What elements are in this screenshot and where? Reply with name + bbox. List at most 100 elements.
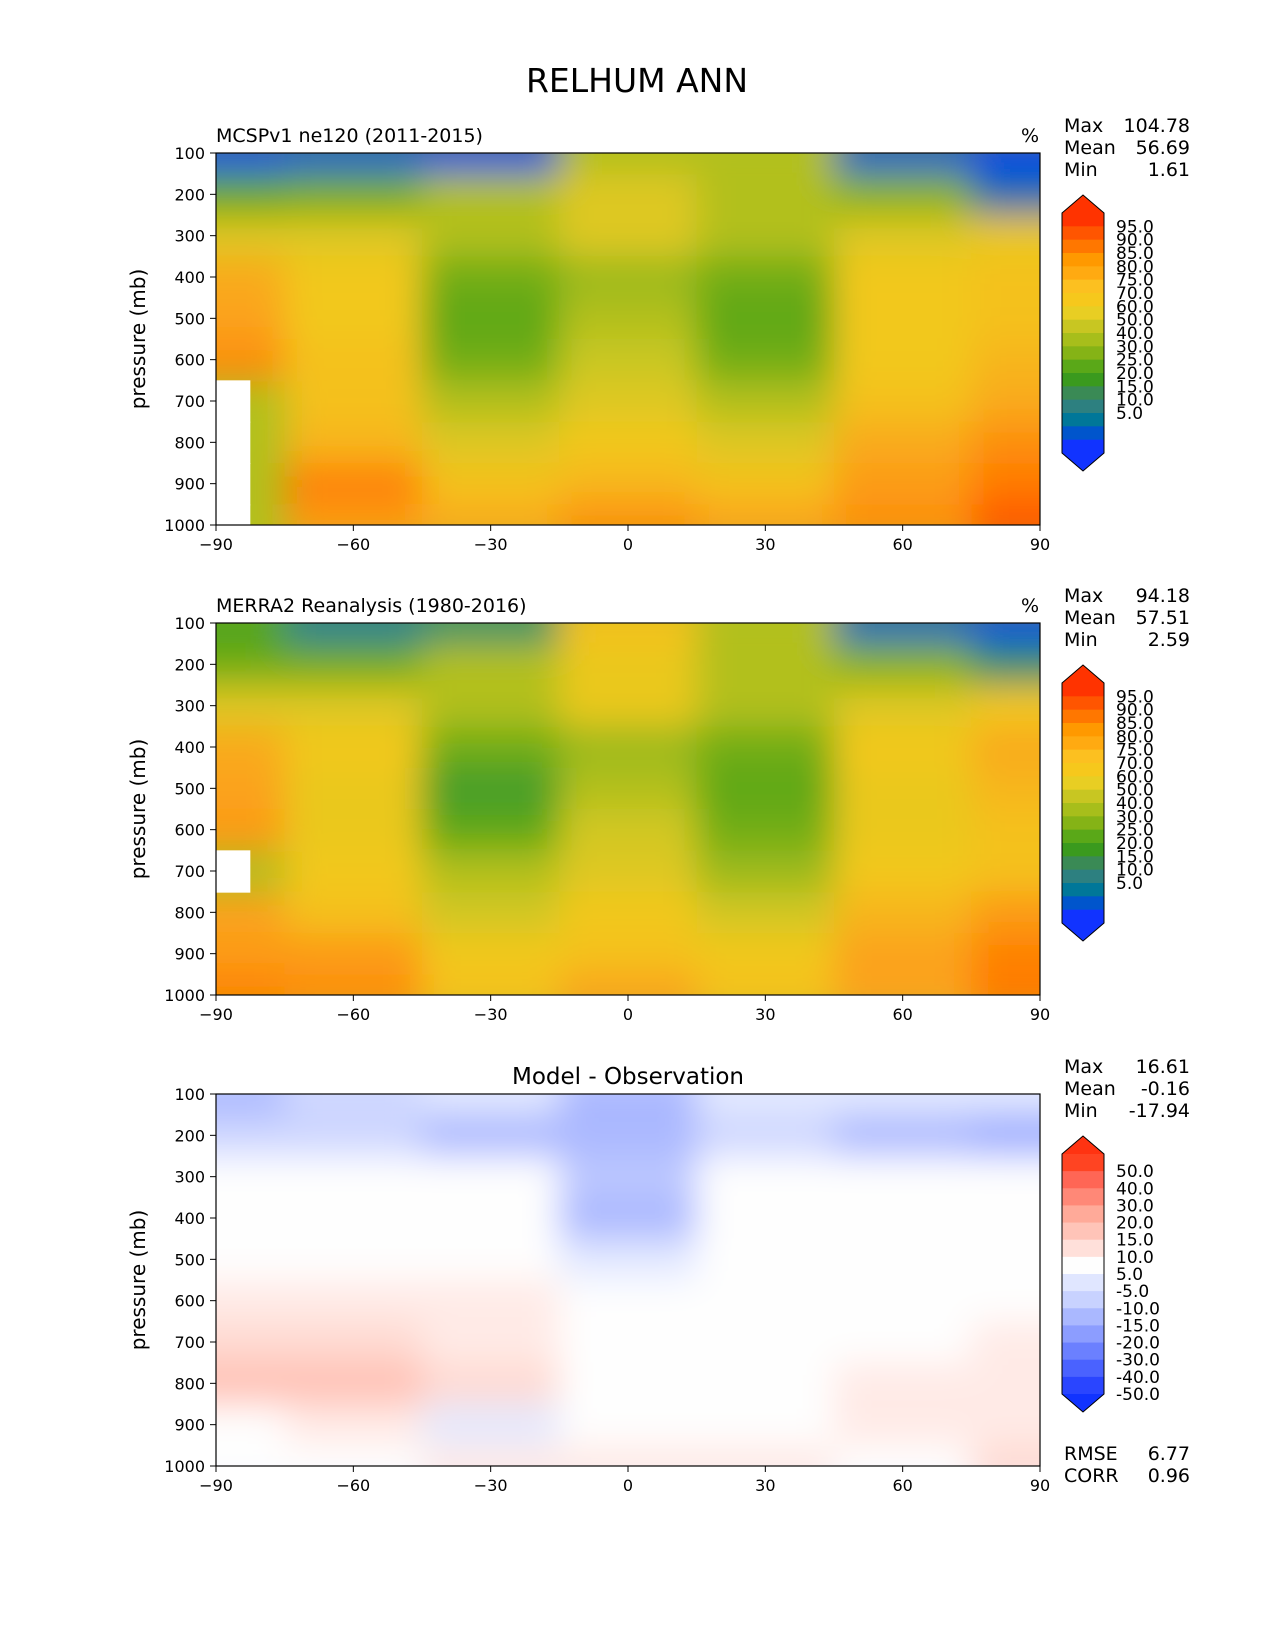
y-tick-label: 700	[174, 392, 205, 411]
heatmap-cell	[971, 1404, 1040, 1447]
heatmap-cell	[971, 1321, 1040, 1364]
colorbar-segment	[1062, 816, 1104, 831]
colorbar-segment	[1062, 1154, 1104, 1172]
heatmap-cell	[696, 463, 835, 506]
stat-label: Mean	[1064, 1078, 1116, 1100]
heatmap-cell	[216, 726, 286, 769]
heatmap-cell	[971, 1094, 1040, 1116]
colorbar-label: 5.0	[1116, 404, 1143, 424]
colorbar-segment	[1062, 736, 1104, 751]
heatmap-cell	[559, 1114, 698, 1157]
colorbar-segment	[1062, 293, 1104, 307]
stat-value: 56.69	[1136, 137, 1190, 159]
y-tick-label: 1000	[164, 986, 205, 1005]
heatmap-cell	[284, 153, 423, 175]
colorbar-label: 50.0	[1116, 781, 1154, 801]
heatmap-cell	[422, 339, 561, 382]
heatmap-cell	[834, 339, 973, 382]
heatmap-cell	[422, 1238, 561, 1281]
heatmap-cell	[216, 1404, 286, 1447]
heatmap-cell	[216, 1445, 286, 1466]
colorbar-segment	[1062, 803, 1104, 817]
heatmap-cell	[696, 1197, 835, 1240]
y-tick-label: 200	[174, 1126, 205, 1145]
heatmap-cell	[422, 891, 561, 934]
heatmap-cell	[559, 173, 698, 216]
heatmap-cell	[971, 421, 1040, 464]
colorbar-label: 15.0	[1116, 1231, 1154, 1251]
heatmap-cell	[559, 809, 698, 852]
heatmap-cell	[696, 153, 835, 175]
colorbar-under-triangle	[1062, 1394, 1104, 1412]
heatmap-cell	[216, 1156, 286, 1199]
y-tick-label: 300	[174, 1168, 205, 1187]
heatmap-cell	[216, 215, 286, 258]
heatmap-cell	[834, 974, 973, 995]
x-tick-label: −90	[199, 1476, 233, 1495]
y-tick-label: 100	[174, 1085, 205, 1104]
heatmap-cell	[559, 891, 698, 934]
heatmap-cell	[422, 1114, 561, 1157]
stat-value: 16.61	[1136, 1056, 1190, 1078]
heatmap-cell	[422, 256, 561, 299]
heatmap-cell	[696, 297, 835, 340]
y-tick-label: 800	[174, 433, 205, 452]
colorbar-segment	[1062, 213, 1104, 227]
colorbar-segment	[1062, 1222, 1104, 1241]
heatmap-cell	[559, 1197, 698, 1240]
colorbar-segment	[1062, 709, 1104, 724]
heatmap-cell	[559, 1280, 698, 1323]
y-tick-label: 800	[174, 903, 205, 922]
heatmap-cell	[834, 891, 973, 934]
stat-label: Min	[1064, 159, 1098, 181]
y-tick-label: 400	[174, 268, 205, 287]
heatmap-cell	[696, 809, 835, 852]
heatmap-cell	[696, 1238, 835, 1281]
x-tick-label: −60	[336, 1476, 370, 1495]
colorbar-label: -15.0	[1116, 1316, 1160, 1336]
heatmap-cell	[422, 463, 561, 506]
heatmap-cell	[971, 767, 1040, 810]
colorbar-label: -20.0	[1116, 1334, 1160, 1354]
colorbar-segment	[1062, 253, 1104, 267]
stat-value: 104.78	[1124, 115, 1190, 137]
y-tick-label: 300	[174, 227, 205, 246]
stat-value: 57.51	[1136, 607, 1190, 629]
y-tick-label: 900	[174, 1416, 205, 1435]
heatmap-cell	[834, 1094, 973, 1116]
colorbar-segment	[1062, 1274, 1104, 1292]
y-axis-label: pressure (mb)	[126, 739, 150, 880]
heatmap-cell	[696, 504, 835, 525]
heatmap-cell	[284, 173, 423, 216]
heatmap-cell	[696, 380, 835, 423]
colorbar-over-triangle	[1062, 195, 1104, 213]
heatmap-cell	[696, 421, 835, 464]
heatmap-cell	[559, 850, 698, 893]
heatmap-cell	[216, 1094, 286, 1116]
x-tick-label: 60	[892, 1005, 912, 1024]
heatmap-cell	[559, 726, 698, 769]
y-tick-label: 700	[174, 862, 205, 881]
stat-label: Max	[1064, 1056, 1103, 1078]
colorbar-segment	[1062, 386, 1104, 401]
heatmap-cell	[696, 1280, 835, 1323]
colorbar-segment	[1062, 1239, 1104, 1258]
heatmap-cell	[971, 1280, 1040, 1323]
colorbar-label: 40.0	[1116, 1179, 1154, 1199]
heatmap-cell	[971, 339, 1040, 382]
colorbar-segment	[1062, 776, 1104, 791]
colorbar-label: 5.0	[1116, 874, 1143, 894]
heatmap-cell	[559, 1094, 698, 1116]
heatmap-cell	[559, 1238, 698, 1281]
missing-data-cell	[216, 380, 251, 423]
heatmap-cell	[422, 173, 561, 216]
colorbar-segment	[1062, 239, 1104, 254]
heatmap-cell	[422, 1280, 561, 1323]
colorbar-segment	[1062, 869, 1104, 884]
colorbar-outline	[1061, 1135, 1105, 1413]
heatmap-cell	[559, 380, 698, 423]
heatmap-cells	[216, 1094, 1040, 1466]
heatmap-cell	[696, 933, 835, 976]
